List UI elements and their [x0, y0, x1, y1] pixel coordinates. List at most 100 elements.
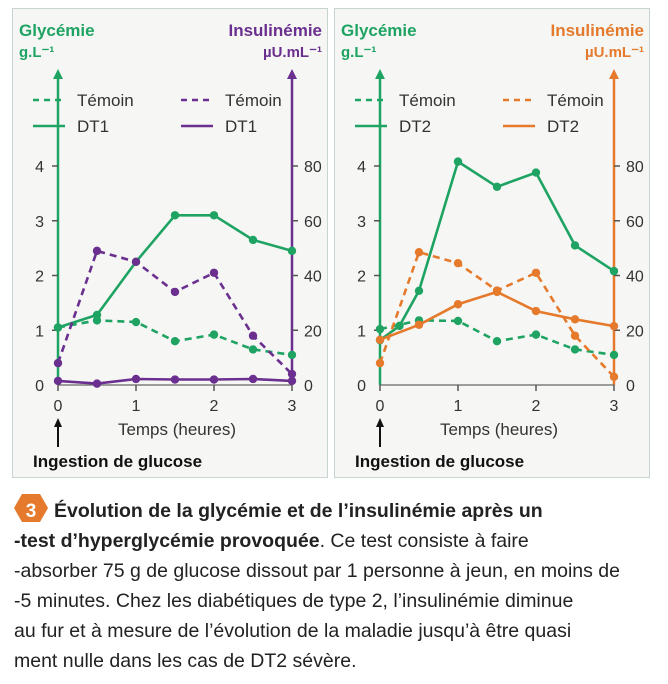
data-point [53, 323, 63, 332]
data-point [395, 321, 404, 331]
ingestion-arrow-icon [376, 418, 384, 427]
left-axis-unit: g.L⁻¹ [341, 44, 376, 61]
legend-label: Témoin [225, 91, 282, 110]
right-tick-label: 0 [626, 378, 635, 395]
data-point [492, 182, 502, 192]
legend-label: Témoin [399, 91, 456, 110]
x-tick-label: 0 [376, 398, 385, 415]
caption-text-4: au fur et à mesure de l’évolution de la … [14, 620, 572, 642]
x-tick-label: 0 [54, 398, 63, 415]
left-axis-unit: g.L⁻¹ [19, 44, 54, 61]
right-tick-label: 20 [626, 323, 644, 340]
data-point [248, 374, 258, 384]
x-tick-label: 2 [532, 398, 541, 415]
right-axis-title: Insulinémie [228, 21, 322, 40]
left-axis-arrow-icon [53, 69, 63, 79]
left-tick-label: 2 [357, 269, 366, 286]
data-point [92, 379, 102, 388]
x-tick-label: 2 [210, 398, 219, 415]
right-tick-label: 40 [626, 269, 644, 286]
data-point [170, 375, 180, 384]
x-axis-title: Temps (heures) [118, 420, 236, 439]
data-point [375, 324, 385, 334]
right-axis-arrow-icon [287, 69, 297, 79]
left-tick-label: 1 [357, 323, 366, 340]
right-tick-label: 60 [304, 214, 322, 231]
caption-text-3: -5 minutes. Chez les diabétiques de type… [14, 590, 574, 612]
right-tick-label: 80 [626, 159, 644, 176]
chart-dt1: Glycémieg.L⁻¹InsulinémieµU.mL⁻¹012340204… [19, 21, 322, 471]
data-point [209, 375, 219, 384]
data-point [92, 246, 102, 256]
chart-panel-dt2: Glycémie g.L⁻¹ Insulinémie µU.mL⁻¹ 0 1 2 3 4 0 20 4… [334, 8, 650, 478]
left-tick-label: 0 [35, 378, 44, 395]
data-point [287, 376, 297, 386]
legend-label: Témoin [547, 91, 604, 110]
right-tick-label: 60 [626, 214, 644, 231]
data-point [414, 286, 424, 296]
series-line-dt1 [57, 214, 293, 329]
data-point [248, 331, 258, 340]
data-point [287, 246, 297, 256]
data-point [414, 320, 424, 329]
right-axis-unit: µU.mL⁻¹ [585, 44, 644, 61]
x-tick-label: 1 [132, 398, 141, 415]
data-point [570, 315, 580, 324]
ingestion-arrow-icon [54, 418, 62, 427]
caption-line-2: -test d’hyperglycémie provoquée. Ce test… [14, 526, 660, 556]
data-point [492, 287, 502, 297]
series-line-t-moin [378, 250, 615, 378]
legend-label: DT1 [77, 117, 109, 136]
right-tick-label: 40 [304, 269, 322, 286]
data-point [531, 330, 541, 339]
data-point [453, 258, 463, 268]
data-point [375, 358, 385, 368]
data-point [453, 316, 463, 326]
x-tick-label: 3 [610, 398, 619, 415]
x-tick-label: 1 [454, 398, 463, 415]
data-point [531, 268, 541, 277]
left-axis-title: Glycémie [341, 21, 417, 40]
right-tick-label: 80 [304, 159, 322, 176]
legend-label: Témoin [77, 91, 134, 110]
x-axis-title: Temps (heures) [440, 420, 558, 439]
data-point [209, 268, 219, 277]
data-point [492, 337, 502, 346]
data-point [248, 235, 258, 245]
ingestion-annotation: Ingestion de glucose [33, 452, 202, 471]
data-point [209, 211, 219, 220]
caption-text-5: ment nulle dans les cas de DT2 sévère. [14, 650, 357, 672]
right-axis-title: Insulinémie [550, 21, 644, 40]
badge-shape-icon [14, 494, 48, 522]
legend-label: DT2 [547, 117, 579, 136]
data-point [570, 331, 580, 340]
figure-number-badge: 3 [14, 494, 48, 522]
right-tick-label: 0 [304, 378, 313, 395]
data-point [570, 241, 580, 250]
data-point [375, 335, 385, 345]
x-tick-label: 3 [288, 398, 297, 415]
left-tick-label: 0 [357, 378, 366, 395]
data-point [131, 257, 141, 267]
caption-title-2: -test d’hyperglycémie provoquée [14, 530, 320, 552]
data-point [131, 317, 141, 327]
legend-label: DT2 [399, 117, 431, 136]
data-point [209, 330, 219, 339]
left-axis-title: Glycémie [19, 21, 95, 40]
ingestion-annotation: Ingestion de glucose [355, 452, 524, 471]
data-point [170, 337, 180, 346]
left-tick-label: 4 [357, 159, 366, 176]
data-point [609, 372, 619, 381]
data-point [92, 310, 102, 320]
right-tick-label: 20 [304, 323, 322, 340]
left-tick-label: 4 [35, 159, 44, 176]
data-point [531, 306, 541, 316]
series-line-t-moin [56, 249, 293, 376]
data-point [531, 168, 541, 177]
data-point [609, 321, 619, 331]
caption-title: Évolution de la glycémie et de l’insulin… [54, 500, 543, 522]
data-point [287, 369, 297, 379]
left-tick-label: 3 [35, 214, 44, 231]
data-point [287, 350, 297, 360]
caption-text-1: . Ce test consiste à faire [319, 530, 529, 552]
